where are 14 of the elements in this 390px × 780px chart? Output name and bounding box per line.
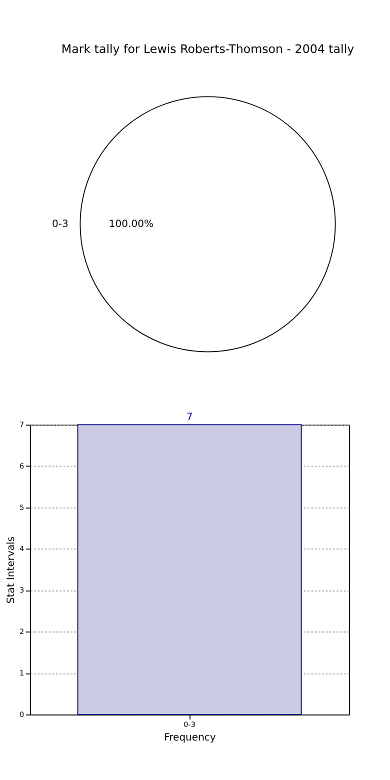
- y-axis-title: Stat Intervals: [6, 536, 18, 604]
- y-tick-label: 7: [20, 420, 24, 429]
- data-label: 7: [186, 412, 193, 424]
- y-tick-label: 0: [20, 710, 25, 719]
- y-tick-label: 4: [20, 544, 25, 554]
- chart-title: Mark tally for Lewis Roberts-Thomson - 2004 tally: [61, 42, 354, 56]
- y-tick-label: 2: [20, 626, 24, 636]
- y-tick-label: 5: [20, 502, 24, 512]
- y-tick-label: 6: [20, 461, 25, 470]
- data-label: 100.00%: [108, 218, 154, 230]
- y-tick-label: 3: [20, 586, 25, 595]
- y-tick-label: 1: [20, 668, 24, 678]
- slice-label: 0-3: [52, 218, 68, 230]
- x-axis-title: Frequency: [164, 732, 216, 744]
